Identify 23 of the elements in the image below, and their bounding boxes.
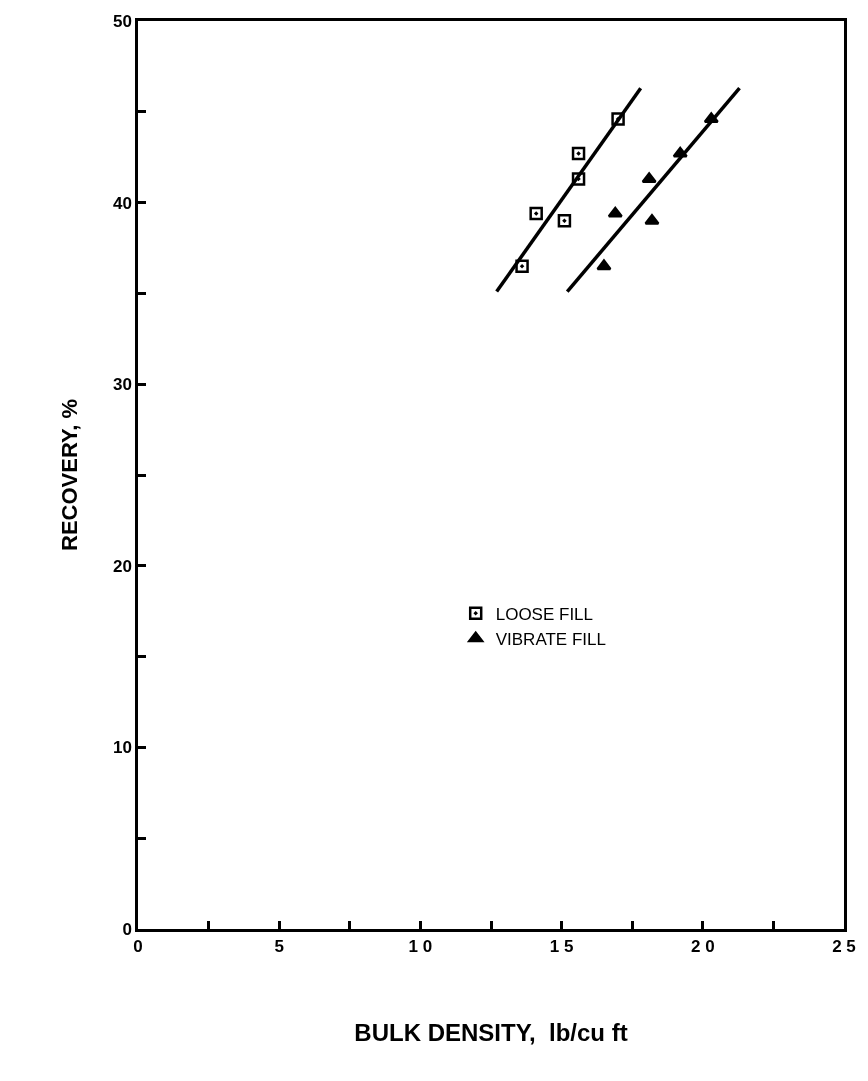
y-axis-title: RECOVERY, % [56, 398, 82, 552]
x-tick-label: 2 0 [690, 937, 715, 957]
point [571, 172, 586, 186]
x-tick-label: 5 [274, 937, 284, 957]
point [557, 214, 572, 228]
x-axis-title: BULK DENSITY, lb/cu ft [354, 1019, 628, 1047]
y-tick-label: 30 [112, 375, 132, 395]
y-tick-label: 10 [112, 738, 132, 758]
legend-label: LOOSE FILL [495, 604, 594, 624]
point [571, 146, 586, 161]
x-tick-label: 2 5 [832, 937, 856, 957]
point [529, 206, 543, 221]
legend-label: VIBRATE FILL [495, 629, 606, 649]
point [515, 259, 529, 273]
point [611, 112, 625, 126]
x-tick-label: 1 5 [549, 937, 574, 957]
y-tick-label: 20 [112, 556, 132, 576]
point [607, 206, 623, 218]
y-tick-label: 50 [112, 11, 132, 31]
x-tick-label: 1 0 [408, 937, 433, 957]
y-tick-label: 40 [112, 193, 132, 213]
point [596, 259, 612, 271]
y-tick-label: 0 [122, 919, 132, 939]
